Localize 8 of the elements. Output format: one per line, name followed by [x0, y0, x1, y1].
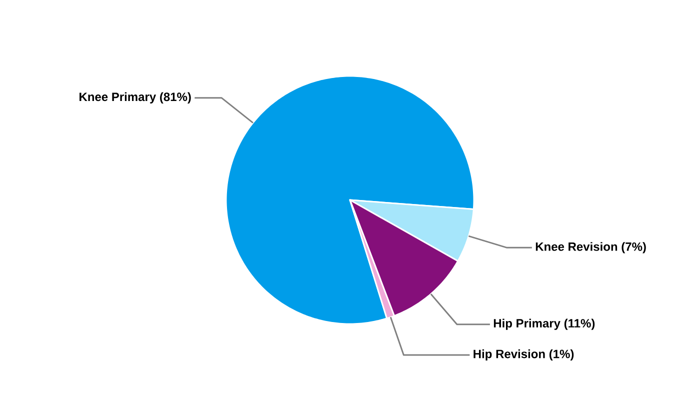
data-label: (7%)	[622, 242, 646, 254]
data-label: (81%)	[160, 92, 191, 104]
data-label: (11%)	[564, 318, 595, 330]
data-label: (1%)	[549, 349, 574, 361]
slice-label: Hip Revision	[474, 349, 545, 361]
slice-label: Hip Primary	[494, 318, 560, 330]
slice-label: Knee Primary	[80, 92, 156, 104]
slice-label: Knee Revision	[536, 242, 618, 251]
